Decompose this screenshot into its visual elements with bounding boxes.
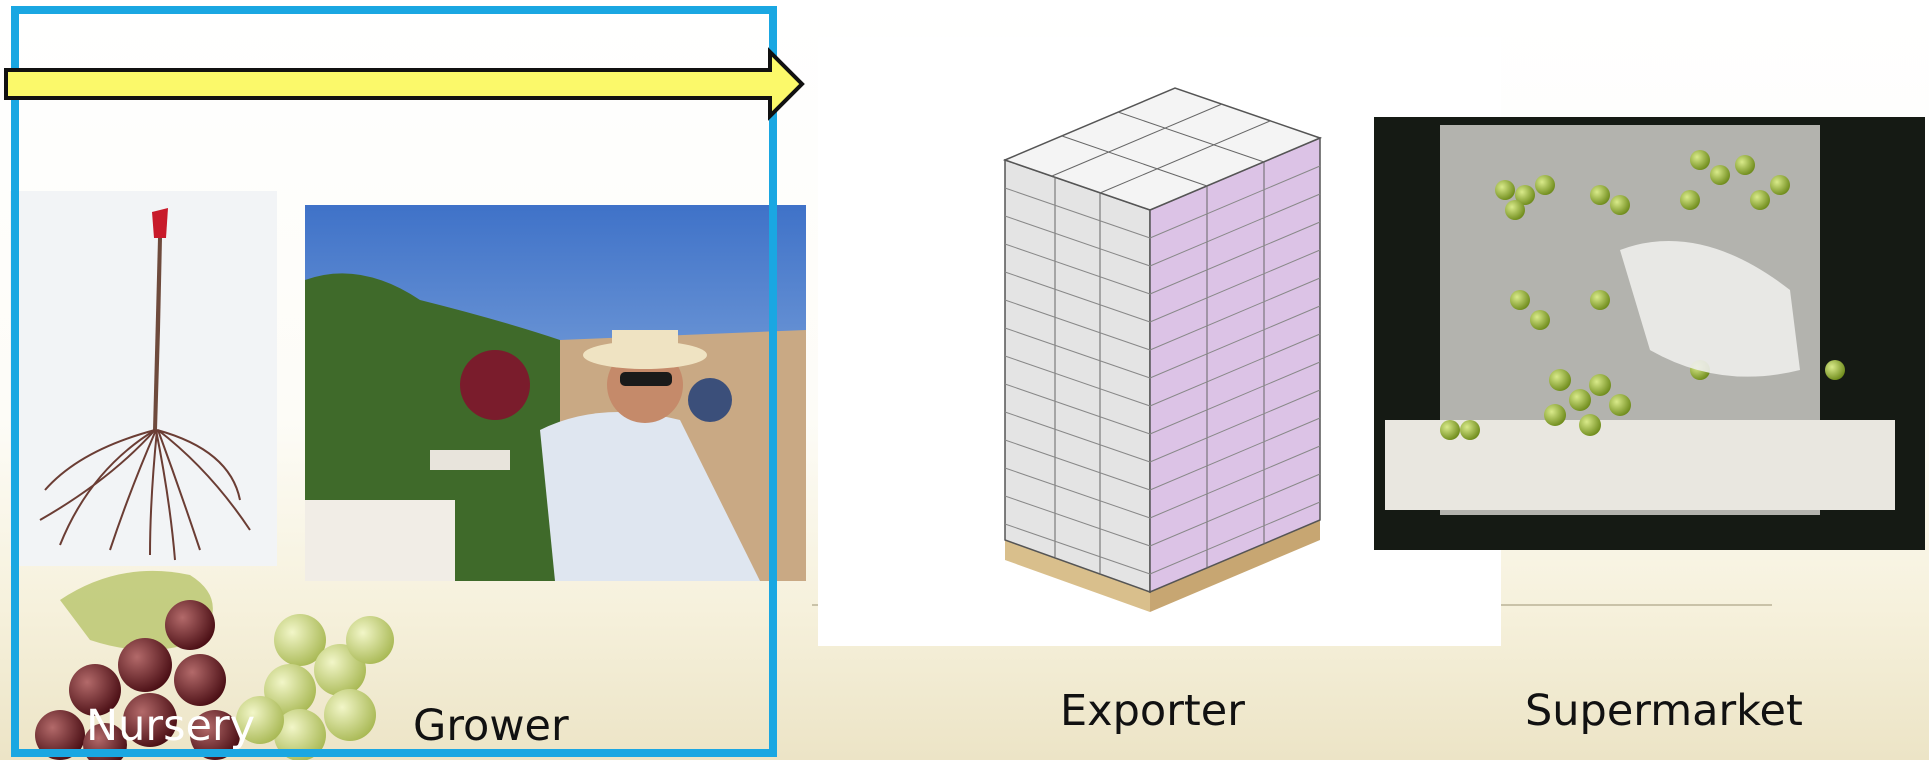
grower-photo: [305, 205, 806, 581]
slide: Nursery Grower Exporter Supermarket: [0, 0, 1929, 760]
stage-label: Supermarket: [1525, 686, 1803, 736]
stage-label: Nursery: [86, 701, 255, 751]
stage-label: Exporter: [1060, 686, 1245, 736]
nursery-photo: [10, 191, 277, 566]
page: {"stages": ["Nursery", "Grower", "Export…: [0, 0, 1929, 760]
stage-label: Grower: [413, 701, 569, 751]
supermarket-photo: [1374, 117, 1925, 550]
